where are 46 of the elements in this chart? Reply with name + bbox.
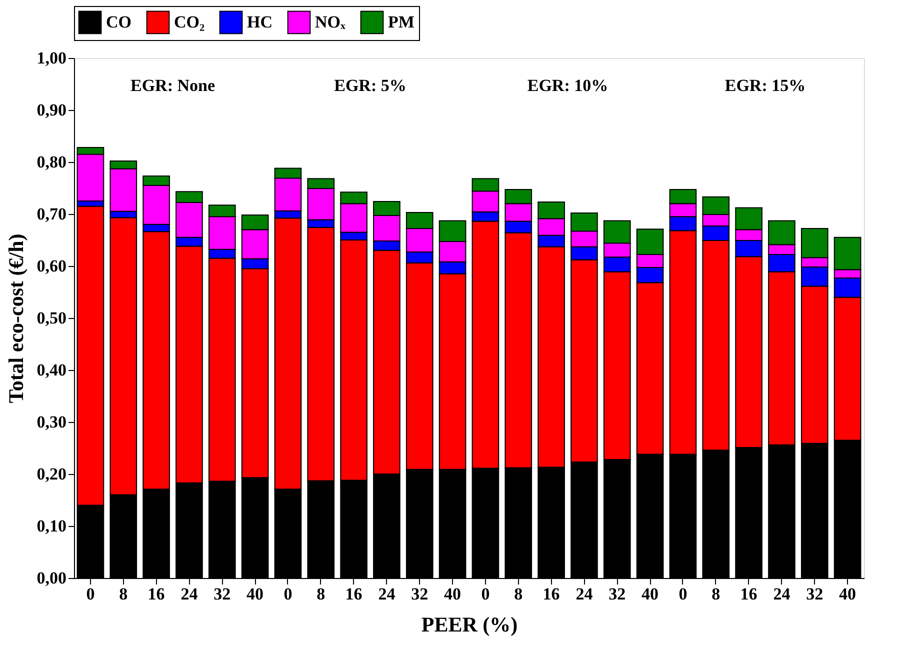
legend-label: CO₂ (174, 12, 205, 32)
legend-label: HC (247, 12, 272, 32)
x-tick-label: 16 (148, 584, 165, 604)
x-tick-label: 0 (678, 584, 688, 604)
x-tick-label: 40 (839, 584, 856, 604)
y-tick-label: 0,60 (36, 256, 66, 276)
annotation: EGR: 10% (527, 76, 608, 95)
annotation: EGR: 5% (334, 76, 406, 95)
legend-label: PM (388, 12, 414, 32)
x-tick-label: 32 (214, 584, 231, 604)
x-tick-label: 8 (119, 584, 128, 604)
x-axis-title: PEER (%) (421, 612, 518, 636)
x-tick-label: 0 (86, 584, 95, 604)
x-tick-label: 16 (345, 584, 362, 604)
x-tick-label: 16 (740, 584, 758, 604)
x-tick-label: 8 (514, 584, 523, 604)
x-tick-label: 40 (642, 584, 659, 604)
x-tick-label: 24 (576, 584, 594, 604)
y-tick-label: 0,20 (36, 464, 66, 484)
x-tick-label: 16 (542, 584, 560, 604)
x-tick-label: 8 (316, 584, 326, 604)
legend-label: CO (106, 12, 132, 32)
x-tick-label: 0 (284, 584, 292, 604)
x-tick-label: 24 (180, 584, 198, 604)
y-tick-label: 0,90 (36, 100, 66, 120)
x-tick-label: 24 (773, 584, 791, 604)
annotation: EGR: 15% (724, 76, 806, 95)
x-tick-label: 32 (411, 584, 428, 604)
y-tick-label: 0,70 (36, 204, 66, 224)
y-tick-label: 0,00 (36, 568, 66, 588)
legend-label: NOₓ (315, 12, 346, 32)
x-tick-label: 24 (378, 584, 396, 604)
x-tick-label: 32 (608, 584, 626, 604)
x-tick-label: 0 (481, 584, 490, 604)
y-tick-label: 0,10 (36, 516, 66, 536)
y-tick-label: 0,40 (36, 360, 66, 380)
x-tick-label: 8 (712, 584, 720, 604)
y-tick-label: 0,30 (36, 412, 66, 432)
annotation: EGR: None (130, 76, 216, 95)
x-tick-label: 32 (806, 584, 824, 604)
y-tick-label: 1,00 (36, 48, 66, 68)
x-tick-label: 40 (246, 584, 264, 604)
x-tick-label: 40 (444, 584, 462, 604)
y-tick-label: 0,50 (36, 308, 66, 328)
y-axis-title: Total eco-cost (€/h) (4, 234, 28, 404)
y-tick-label: 0,80 (36, 152, 66, 172)
